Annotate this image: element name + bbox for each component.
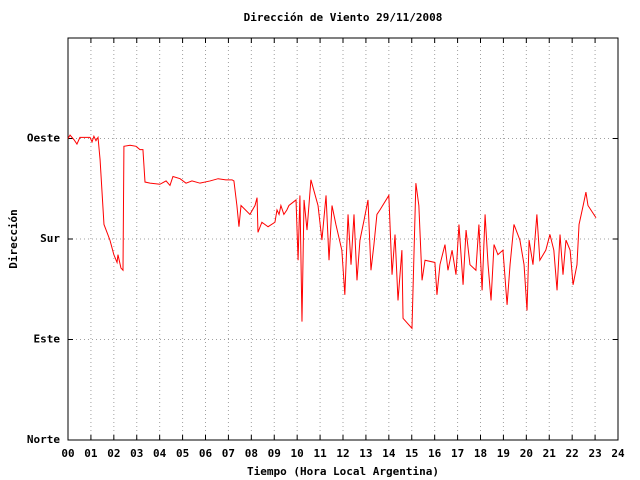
x-tick-label: 05 bbox=[176, 447, 189, 460]
x-tick-label: 17 bbox=[451, 447, 464, 460]
x-tick-label: 08 bbox=[245, 447, 258, 460]
x-tick-label: 03 bbox=[130, 447, 143, 460]
y-tick-label: Sur bbox=[40, 232, 60, 245]
y-tick-label: Oeste bbox=[27, 132, 60, 145]
x-tick-label: 04 bbox=[153, 447, 167, 460]
x-tick-label: 21 bbox=[543, 447, 557, 460]
x-tick-label: 12 bbox=[336, 447, 349, 460]
plot-border bbox=[67, 37, 619, 441]
x-tick-label: 24 bbox=[611, 447, 625, 460]
x-tick-label: 19 bbox=[497, 447, 510, 460]
chart-title: Dirección de Viento 29/11/2008 bbox=[244, 11, 443, 24]
x-tick-label: 15 bbox=[405, 447, 418, 460]
x-tick-label: 01 bbox=[84, 447, 98, 460]
x-tick-label: 10 bbox=[291, 447, 304, 460]
x-tick-label: 18 bbox=[474, 447, 487, 460]
x-tick-label: 02 bbox=[107, 447, 120, 460]
x-axis-label: Tiempo (Hora Local Argentina) bbox=[247, 465, 439, 478]
x-tick-label: 07 bbox=[222, 447, 235, 460]
x-tick-label: 20 bbox=[520, 447, 533, 460]
x-tick-label: 00 bbox=[61, 447, 74, 460]
x-tick-label: 06 bbox=[199, 447, 213, 460]
x-tick-label: 11 bbox=[313, 447, 327, 460]
x-tick-label: 16 bbox=[428, 447, 442, 460]
x-tick-label: 13 bbox=[359, 447, 372, 460]
x-tick-label: 22 bbox=[566, 447, 579, 460]
y-tick-label: Norte bbox=[27, 433, 60, 446]
x-tick-label: 23 bbox=[588, 447, 601, 460]
wind-direction-line bbox=[67, 134, 597, 330]
y-axis-label: Dirección bbox=[7, 209, 20, 269]
x-tick-label: 14 bbox=[382, 447, 396, 460]
x-tick-label: 09 bbox=[268, 447, 281, 460]
y-tick-label: Este bbox=[34, 333, 61, 346]
